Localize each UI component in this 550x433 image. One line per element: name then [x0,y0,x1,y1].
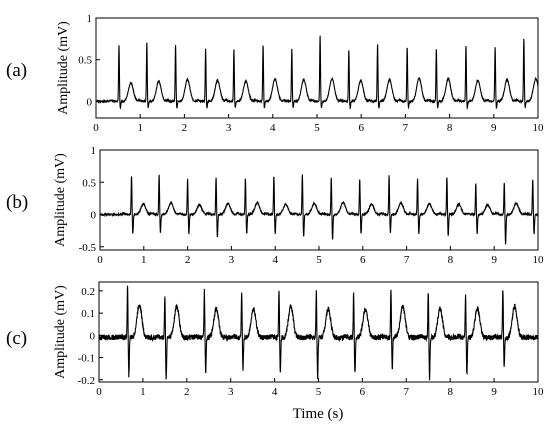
panel-c: (c) Amplitude (mV) 0 1 2 3 4 5 6 7 8 9 10-0.2-0.10… [6,281,544,398]
panel-b-ytick-label-3: 1 [91,145,97,157]
panel-b-xtick-label-10: 10 [533,254,545,266]
panel-a-ytick-label-1: 0.5 [78,55,92,67]
panel-c-ytick-label-2: 0 [90,330,96,342]
panel-b-ytick-label-1: 0 [91,210,97,222]
panel-c-xtick-label-4: 4 [272,386,278,398]
panel-c-ticks: 0 1 2 3 4 5 6 7 8 9 10 -0.2 -0.1 0 0.1 0.2 [78,286,544,398]
shared-xlabel: Time (s) [293,406,344,422]
panel-c-xtick-label-0: 0 [96,386,102,398]
panel-a-xtick-label-7: 7 [403,122,409,134]
panel-a: (a) Amplitude (mV) 0 1 2 3 4 5 6 7 8 9 10 0 0.5 1 [6,13,544,134]
panel-a-xtick-label-10: 10 [533,122,545,134]
panel-a-label: (a) [6,60,27,81]
panel-a-xtick-label-4: 4 [270,122,276,134]
panel-a-ticks: 0 1 2 3 4 5 6 7 8 9 10 0 0.5 1 [78,13,544,134]
panel-a-xtick-label-1: 1 [137,122,143,134]
panel-c-xtick-label-3: 3 [228,386,234,398]
panel-c-ytick-label-1: -0.1 [78,353,95,365]
panel-a-xtick-label-9: 9 [491,122,497,134]
panel-b-xtick-label-1: 1 [141,254,147,266]
panel-b-plot-frame [99,149,539,251]
panel-c-ecg-trace [98,285,539,381]
panel-b-xtick-label-3: 3 [229,254,235,266]
panel-c-xtick-label-9: 9 [491,386,497,398]
panel-b: (b) Amplitude (mV) 0 1 2 3 4 5 6 7 8 9 10-0.500.51 [6,145,544,266]
panel-b-ecg-trace [99,174,539,245]
panel-c-ylabel: Amplitude (mV) [53,285,68,379]
panel-c-label: (c) [6,328,27,349]
panel-a-xtick-label-3: 3 [226,122,232,134]
panel-a-ecg-trace [95,35,539,110]
panel-b-xtick-label-0: 0 [97,254,103,266]
panel-a-xtick-label-5: 5 [314,122,320,134]
panel-b-xtick-label-2: 2 [185,254,191,266]
panel-b-label: (b) [6,192,28,213]
panel-c-xtick-label-2: 2 [184,386,190,398]
panel-b-ticks: 0 1 2 3 4 5 6 7 8 9 10-0.500.51 [79,145,544,266]
panel-a-ytick-label-2: 1 [87,13,93,25]
panel-a-xtick-label-0: 0 [93,122,99,134]
panel-c-ytick-label-3: 0.1 [81,308,95,320]
panel-b-xtick-label-7: 7 [404,254,410,266]
panel-a-xtick-label-8: 8 [447,122,453,134]
panel-c-xtick-label-7: 7 [404,386,410,398]
panel-a-plot-frame [95,17,539,119]
panel-c-ytick-label-0: -0.2 [78,375,95,387]
panel-b-ytick-label-0: -0.5 [79,242,97,254]
panel-c-xtick-label-10: 10 [533,386,545,398]
panel-b-ytick-label-2: 0.5 [82,177,96,189]
panel-b-ylabel: Amplitude (mV) [53,153,68,247]
panel-b-xtick-label-5: 5 [316,254,322,266]
panel-a-xtick-label-2: 2 [182,122,188,134]
panel-c-xtick-label-8: 8 [447,386,453,398]
panel-b-xtick-label-9: 9 [491,254,497,266]
panel-a-ytick-label-0: 0 [87,96,93,108]
panel-c-xtick-label-1: 1 [140,386,146,398]
panel-b-xtick-label-4: 4 [272,254,278,266]
panel-c-xtick-label-6: 6 [360,386,366,398]
panel-b-xtick-label-8: 8 [448,254,454,266]
panel-a-ylabel: Amplitude (mV) [56,21,71,115]
panel-c-xtick-label-5: 5 [316,386,322,398]
panel-a-xtick-label-6: 6 [358,122,364,134]
panel-c-ytick-label-4: 0.2 [81,286,95,298]
panel-b-xtick-label-6: 6 [360,254,366,266]
